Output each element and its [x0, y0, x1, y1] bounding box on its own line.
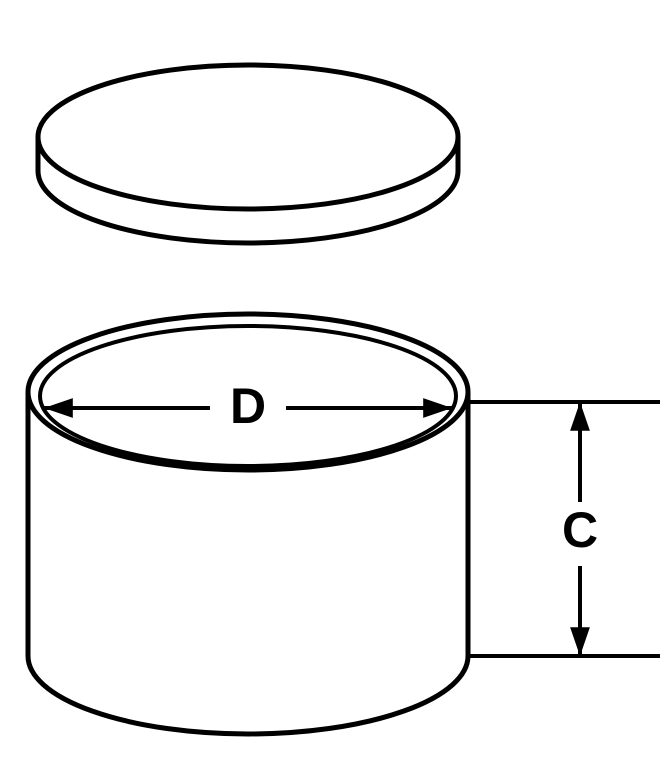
dim-d-label: D [230, 378, 266, 434]
dim-c-label: C [562, 502, 598, 558]
